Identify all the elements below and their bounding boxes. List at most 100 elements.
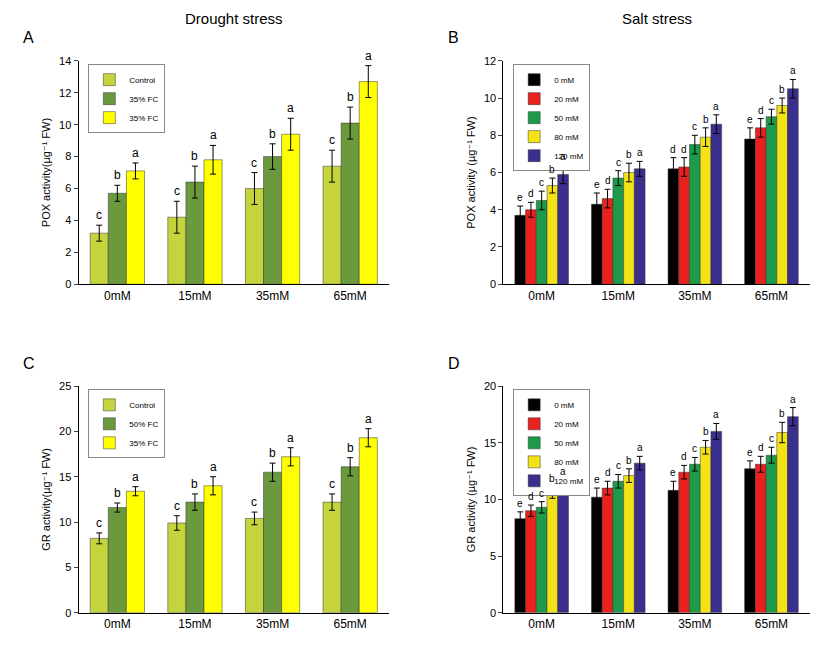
svg-text:Drought stress: Drought stress xyxy=(185,10,283,27)
svg-text:GR activity(µg⁻¹ FW): GR activity(µg⁻¹ FW) xyxy=(40,448,52,551)
svg-text:80 mM: 80 mM xyxy=(554,458,579,467)
svg-text:b: b xyxy=(549,473,555,484)
svg-text:b: b xyxy=(114,486,121,500)
svg-text:35mM: 35mM xyxy=(256,289,289,303)
svg-text:20: 20 xyxy=(59,425,71,437)
svg-text:e: e xyxy=(517,192,523,203)
svg-text:10: 10 xyxy=(484,493,496,505)
svg-text:c: c xyxy=(616,157,621,168)
svg-text:c: c xyxy=(251,495,257,509)
svg-text:GR activity (µg⁻¹ FW): GR activity (µg⁻¹ FW) xyxy=(465,447,477,553)
svg-text:e: e xyxy=(747,447,753,458)
svg-text:c: c xyxy=(692,443,697,454)
svg-text:b: b xyxy=(114,168,121,182)
svg-text:15mM: 15mM xyxy=(178,289,211,303)
svg-text:a: a xyxy=(287,431,294,445)
svg-text:c: c xyxy=(329,133,335,147)
svg-text:0mM: 0mM xyxy=(104,289,131,303)
svg-text:a: a xyxy=(637,147,643,158)
svg-text:a: a xyxy=(790,394,796,405)
svg-text:120 mM: 120 mM xyxy=(554,152,583,161)
svg-text:15mM: 15mM xyxy=(602,289,635,303)
svg-text:b: b xyxy=(779,84,785,95)
svg-text:d: d xyxy=(758,442,764,453)
svg-text:a: a xyxy=(210,460,217,474)
svg-text:a: a xyxy=(365,412,372,426)
svg-text:15: 15 xyxy=(484,437,496,449)
svg-text:d: d xyxy=(528,491,534,502)
svg-text:50 mM: 50 mM xyxy=(554,439,579,448)
svg-text:0mM: 0mM xyxy=(528,617,555,631)
svg-text:50% FC: 50% FC xyxy=(129,420,158,429)
svg-text:65mM: 65mM xyxy=(334,617,367,631)
svg-text:b: b xyxy=(549,164,555,175)
svg-text:65mM: 65mM xyxy=(755,289,788,303)
svg-text:14: 14 xyxy=(59,55,71,67)
svg-text:35mM: 35mM xyxy=(678,617,711,631)
svg-text:0mM: 0mM xyxy=(104,617,131,631)
svg-text:Salt stress: Salt stress xyxy=(622,10,692,27)
svg-text:a: a xyxy=(365,49,372,63)
svg-text:a: a xyxy=(713,409,719,420)
svg-text:d: d xyxy=(758,105,764,116)
svg-text:d: d xyxy=(681,451,687,462)
svg-text:e: e xyxy=(594,474,600,485)
svg-text:120 mM: 120 mM xyxy=(554,477,583,486)
svg-text:4: 4 xyxy=(490,204,496,216)
svg-text:a: a xyxy=(210,128,217,142)
svg-text:35% FC: 35% FC xyxy=(129,95,158,104)
svg-text:65mM: 65mM xyxy=(755,617,788,631)
svg-text:8: 8 xyxy=(490,129,496,141)
svg-text:d: d xyxy=(605,175,611,186)
svg-text:15: 15 xyxy=(59,471,71,483)
svg-text:50 mM: 50 mM xyxy=(554,114,579,123)
svg-text:15mM: 15mM xyxy=(602,617,635,631)
svg-text:b: b xyxy=(703,426,709,437)
svg-text:b: b xyxy=(269,127,276,141)
svg-text:a: a xyxy=(132,470,139,484)
svg-text:D: D xyxy=(448,355,460,372)
svg-text:20: 20 xyxy=(484,380,496,392)
svg-text:a: a xyxy=(790,65,796,76)
svg-text:12: 12 xyxy=(484,55,496,67)
svg-text:a: a xyxy=(287,101,294,115)
svg-text:d: d xyxy=(670,144,676,155)
svg-text:c: c xyxy=(251,156,257,170)
svg-text:c: c xyxy=(96,516,102,530)
svg-text:e: e xyxy=(517,498,523,509)
svg-text:C: C xyxy=(23,355,35,372)
svg-text:c: c xyxy=(769,95,774,106)
svg-text:0: 0 xyxy=(490,607,496,619)
svg-text:35mM: 35mM xyxy=(256,617,289,631)
svg-text:c: c xyxy=(539,177,544,188)
svg-text:35% FC: 35% FC xyxy=(129,439,158,448)
svg-text:d: d xyxy=(605,467,611,478)
svg-text:10: 10 xyxy=(484,92,496,104)
svg-text:b: b xyxy=(703,114,709,125)
svg-text:35mM: 35mM xyxy=(678,289,711,303)
svg-text:e: e xyxy=(747,114,753,125)
svg-text:b: b xyxy=(626,149,632,160)
svg-text:Control: Control xyxy=(129,401,155,410)
svg-text:0 mM: 0 mM xyxy=(554,76,574,85)
svg-text:c: c xyxy=(539,488,544,499)
svg-text:e: e xyxy=(670,467,676,478)
svg-text:e: e xyxy=(594,179,600,190)
svg-text:c: c xyxy=(616,460,621,471)
svg-text:Control: Control xyxy=(129,76,155,85)
svg-text:c: c xyxy=(174,184,180,198)
svg-text:a: a xyxy=(637,442,643,453)
svg-text:0: 0 xyxy=(65,607,71,619)
svg-text:c: c xyxy=(174,499,180,513)
svg-text:A: A xyxy=(23,29,34,46)
svg-text:0: 0 xyxy=(65,278,71,290)
svg-text:6: 6 xyxy=(490,166,496,178)
svg-text:b: b xyxy=(779,408,785,419)
svg-text:a: a xyxy=(560,151,566,162)
svg-text:65mM: 65mM xyxy=(334,289,367,303)
svg-text:20 mM: 20 mM xyxy=(554,95,579,104)
svg-text:POX activity(µg⁻¹ FW): POX activity(µg⁻¹ FW) xyxy=(40,118,52,227)
svg-text:POX activity (µg⁻¹ FW): POX activity (µg⁻¹ FW) xyxy=(465,116,477,228)
svg-text:d: d xyxy=(681,144,687,155)
svg-text:0: 0 xyxy=(490,278,496,290)
